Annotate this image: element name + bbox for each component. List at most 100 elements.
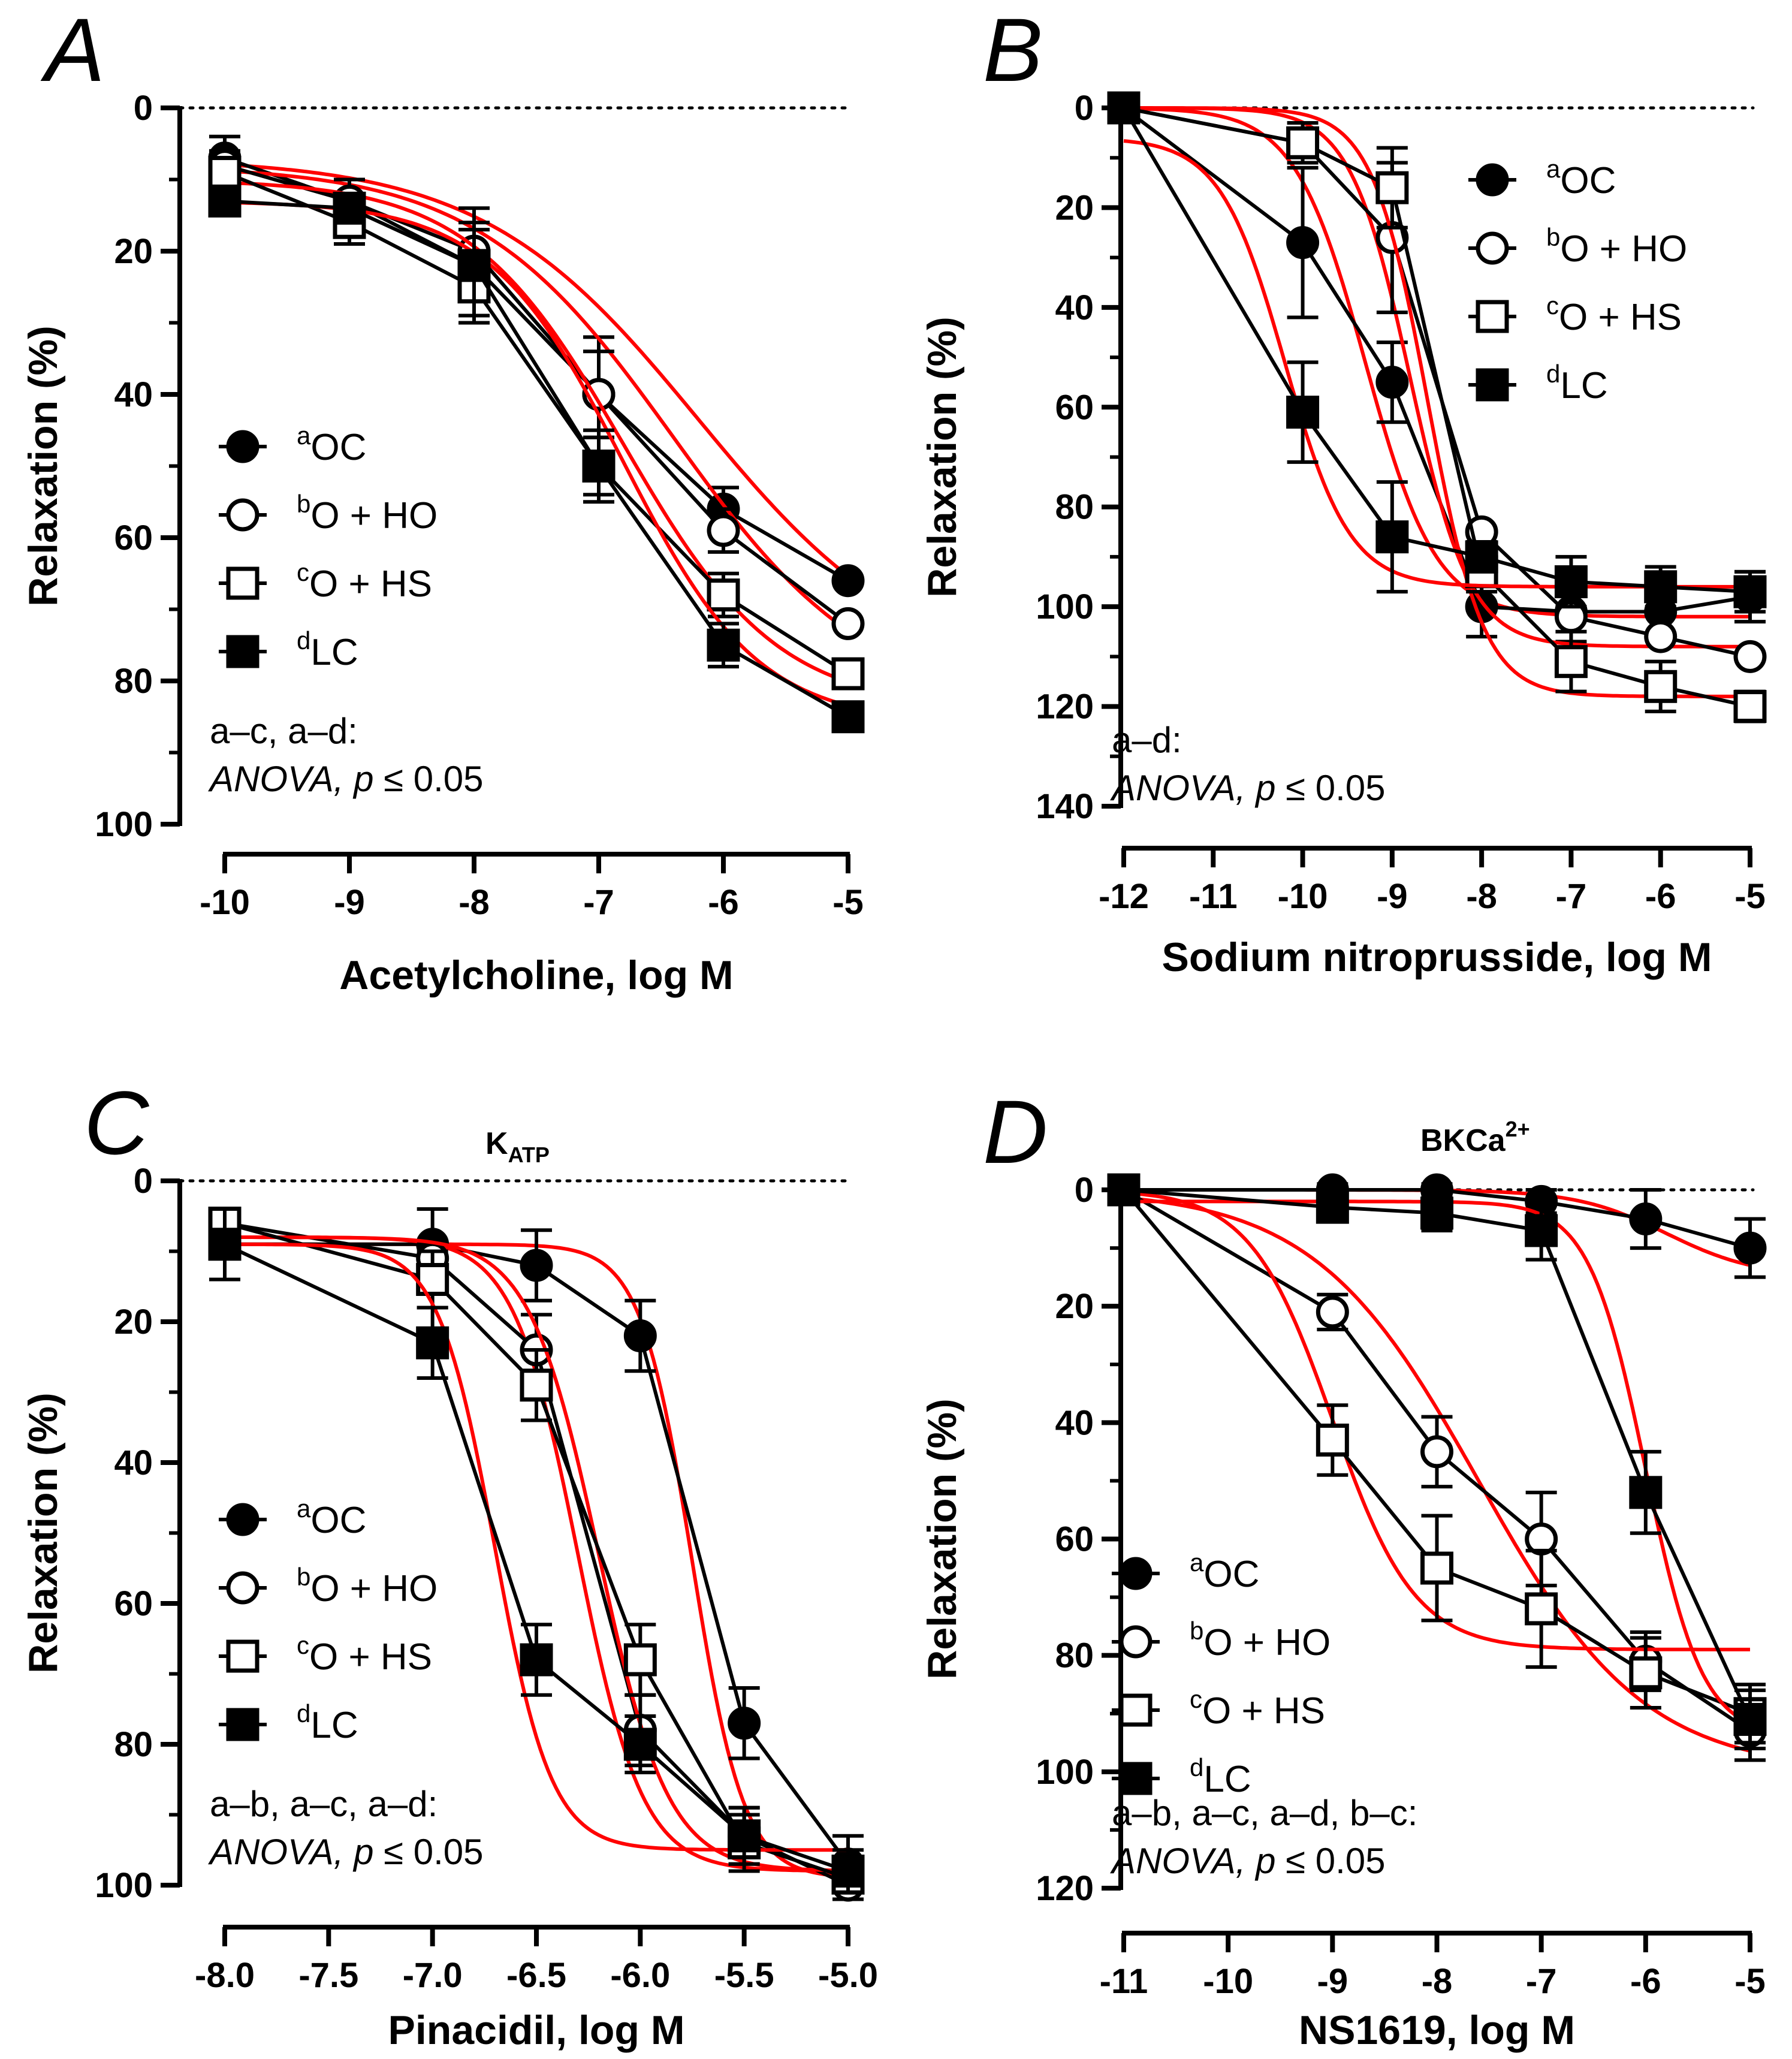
y-tick-label: 40	[114, 1443, 153, 1482]
legend-label: cO + HS	[297, 558, 432, 605]
legend-superscript: c	[297, 1631, 309, 1659]
x-tick-label: -9	[334, 883, 365, 922]
legend-marker	[1119, 1693, 1153, 1727]
fit-curve	[224, 180, 849, 684]
legend-item: dLC	[1468, 360, 1608, 406]
y-tick-label: 20	[1055, 1287, 1094, 1326]
legend-label: bO + HO	[297, 1563, 438, 1609]
data-point	[1375, 366, 1409, 399]
legend-name: LC	[1560, 365, 1607, 406]
panel-a: A0 20 40 60 80 100 -10 -9 -8 -7 -6 -5 Acetylcholine,…	[20, 0, 865, 998]
stat-p-value: ≤ 0.05	[384, 1832, 483, 1872]
x-tick-label: -5.0	[818, 1956, 878, 1995]
data-point	[520, 1249, 553, 1282]
data-point	[520, 1643, 553, 1677]
legend-item: aOC	[1468, 155, 1616, 201]
panel-d: D0 20 40 60 80 100 120 -11 -10 -9 -8 -7 -6 -5 NS1619, …	[919, 1081, 1767, 2053]
y-tick-label: 60	[1055, 1520, 1094, 1559]
data-line	[224, 199, 849, 719]
y-tick-label: 0	[134, 89, 153, 128]
legend-marker	[226, 635, 260, 668]
legend-superscript: a	[1190, 1548, 1204, 1576]
data-point	[457, 249, 491, 282]
data-point	[1733, 575, 1767, 608]
y-tick-label: 0	[1075, 89, 1094, 128]
legend-marker	[1476, 163, 1509, 197]
stat-comparisons: a–b, a–c, a–d, b–c:	[1112, 1793, 1417, 1833]
legend-marker	[226, 1571, 260, 1605]
y-axis-title: Relaxation (%)	[20, 325, 66, 607]
data-point	[208, 184, 242, 218]
panel-letter: A	[40, 0, 105, 100]
data-point	[333, 191, 366, 225]
x-tick-label: -9	[1317, 1962, 1348, 2001]
legend-superscript: b	[1190, 1617, 1203, 1645]
data-line	[1123, 1188, 1752, 1720]
channel-label: BKCa2+	[1420, 1117, 1530, 1158]
y-tick-label: 120	[1036, 688, 1094, 726]
data-line	[224, 170, 849, 676]
data-point	[623, 1319, 657, 1352]
data-line	[1124, 1188, 1751, 1250]
stat-test: ANOVA, p ≤ 0.05	[1110, 768, 1386, 808]
data-point	[1316, 1423, 1349, 1457]
series-lc	[208, 184, 865, 734]
stat-p-symbol: p	[1254, 768, 1286, 808]
legend-name: O + HO	[310, 1568, 438, 1609]
legend-marker	[226, 498, 260, 532]
legend-name: O + HO	[310, 495, 438, 536]
legend-superscript: d	[297, 626, 310, 655]
data-point	[1107, 91, 1141, 125]
data-point	[1644, 670, 1678, 703]
stat-test: ANOVA, p ≤ 0.05	[1110, 1841, 1386, 1881]
legend-label: aOC	[297, 1494, 366, 1541]
y-tick-label: 60	[114, 518, 153, 557]
legend-superscript: c	[1546, 291, 1559, 319]
data-point	[1733, 690, 1767, 723]
legend-marker	[226, 1708, 260, 1741]
y-tick-label: 100	[95, 805, 153, 844]
legend-label: dLC	[1546, 360, 1608, 406]
y-tick-label: 140	[1036, 787, 1094, 826]
data-line	[1123, 1188, 1751, 1733]
stat-p-value: ≤ 0.05	[384, 759, 483, 799]
x-tick-label: -7	[1526, 1962, 1557, 2001]
data-point	[831, 607, 865, 640]
stat-p-value: ≤ 0.05	[1286, 1841, 1385, 1881]
panel-c: C0 20 40 60 80 100 -8.0 -7.5 -7.0 -6.5 -6.0 -5.5 -5.…	[20, 1072, 878, 2053]
legend-marker	[1119, 1625, 1153, 1659]
legend-label: aOC	[1546, 155, 1616, 201]
channel-subscript: ATP	[508, 1142, 550, 1167]
legend-item: bO + HO	[219, 1563, 438, 1609]
data-point	[728, 1707, 761, 1740]
legend-marker	[1476, 231, 1509, 265]
data-point	[1420, 1196, 1453, 1230]
y-tick-label: 20	[114, 232, 153, 271]
legend-marker	[1119, 1557, 1153, 1590]
stat-p-symbol: p	[1254, 1841, 1286, 1881]
stat-comparisons: a–b, a–c, a–d:	[210, 1784, 438, 1824]
legend-name: OC	[1203, 1554, 1259, 1595]
data-line	[1122, 1189, 1751, 1716]
legend-superscript: a	[1546, 155, 1561, 183]
stat-test-name: ANOVA,	[1110, 768, 1256, 808]
y-tick-label: 80	[114, 1725, 153, 1764]
data-point	[1375, 171, 1409, 204]
fit-curve	[1123, 106, 1750, 619]
legend-item: bO + HO	[1468, 223, 1687, 270]
data-line	[224, 1243, 849, 1873]
fit-curve	[224, 169, 849, 632]
data-point	[1375, 520, 1409, 554]
series-lc	[208, 1207, 865, 1894]
x-tick-label: -6.0	[610, 1956, 670, 1995]
legend-marker	[226, 430, 260, 463]
data-point	[831, 657, 865, 691]
legend-label: dLC	[1190, 1753, 1251, 1800]
legend-label: cO + HS	[1546, 291, 1682, 338]
legend-name: O + HS	[1559, 297, 1682, 338]
channel-name: BKCa	[1420, 1123, 1506, 1158]
legend-superscript: d	[1546, 360, 1560, 388]
